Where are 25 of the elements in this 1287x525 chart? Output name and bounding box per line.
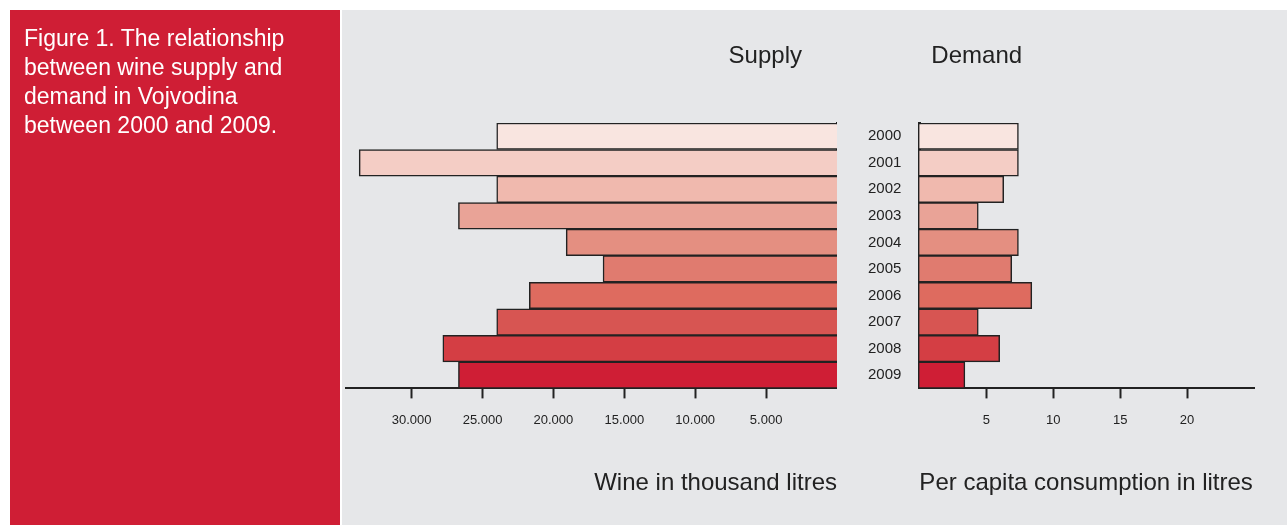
x-axis-title: Wine in thousand litres [594, 468, 837, 495]
y-tick-label: 2004 [867, 232, 902, 250]
caption: Figure 1. The relationship between wine supply and demand in Vojvodina between 2000 and 2009. [24, 24, 286, 140]
y-tick-label: 2003 [867, 206, 902, 224]
x-tick-label: 15 [1112, 411, 1128, 427]
y-tick-label: 2008 [867, 338, 902, 356]
x-tick-label: 20.000 [533, 411, 574, 427]
y-tick-label: 2006 [867, 285, 902, 303]
y-tick-label: 2001 [867, 152, 902, 170]
chart-title: Supply [728, 41, 802, 68]
y-tick-label: 2009 [867, 365, 902, 383]
x-tick-label: 15.000 [604, 411, 645, 427]
y-tick-label: 2005 [867, 259, 902, 277]
x-tick-label: 5.000 [749, 411, 783, 427]
y-tick-label: 2007 [867, 312, 902, 330]
y-tick-label: 2000 [867, 126, 902, 144]
x-axis-title: Per capita consumption in litres [919, 468, 1253, 495]
x-tick-label: 25.000 [462, 411, 503, 427]
x-tick-label: 30.000 [391, 411, 432, 427]
x-tick-label: 10 [1045, 411, 1061, 427]
x-tick-label: 10.000 [675, 411, 716, 427]
x-tick-label: 5 [982, 411, 990, 427]
x-tick-label: 20 [1179, 411, 1195, 427]
y-tick-label: 2002 [867, 179, 902, 197]
chart-title: Demand [931, 41, 1023, 68]
